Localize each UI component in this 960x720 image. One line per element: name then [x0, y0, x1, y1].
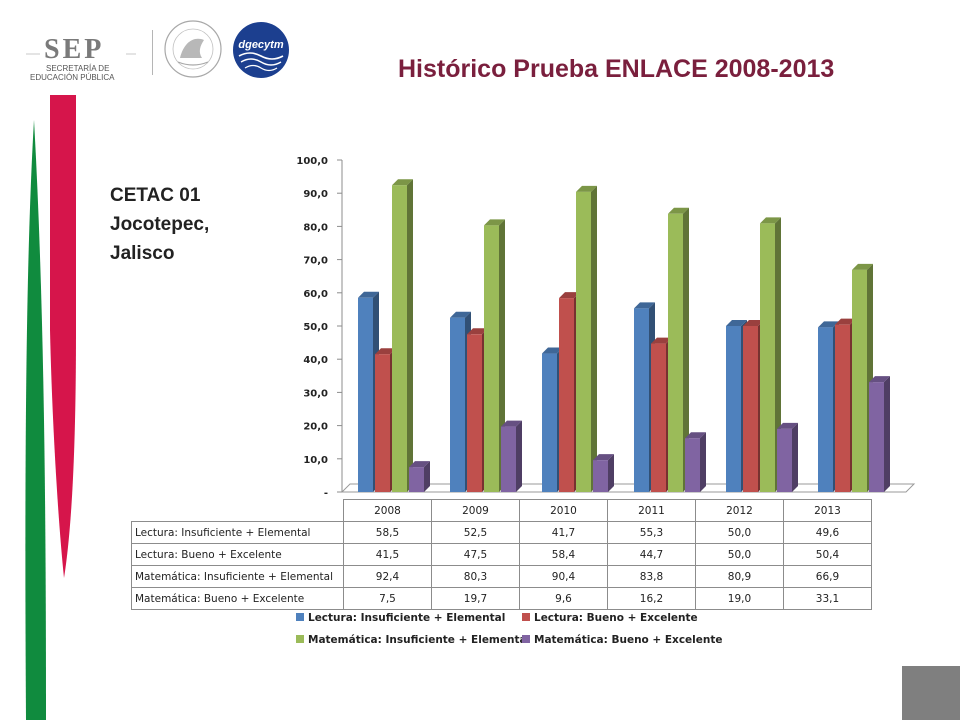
data-table-cell: 55,3 — [607, 521, 696, 544]
y-tick-label: 10,0 — [303, 455, 328, 466]
data-table-cell: 49,6 — [783, 521, 872, 544]
bar — [484, 219, 505, 492]
coat-of-arms-seal — [164, 20, 222, 78]
legend-item: Lectura: Insuficiente + Elemental — [296, 612, 505, 624]
bar — [760, 217, 781, 493]
legend-label: Matemática: Insuficiente + Elemental — [308, 634, 531, 646]
data-table-row-label: Matemática: Bueno + Excelente — [131, 587, 344, 610]
data-table-cell: 52,5 — [431, 521, 520, 544]
sep-subtitle-line1: SECRETARÍA DE — [46, 64, 110, 73]
y-tick-label: 30,0 — [303, 388, 328, 399]
y-tick-label: 40,0 — [303, 355, 328, 366]
data-table-cell: 7,5 — [343, 587, 432, 610]
data-table-year: 2009 — [431, 499, 520, 522]
data-table-cell: 19,7 — [431, 587, 520, 610]
bar — [869, 376, 890, 492]
data-table-year: 2012 — [695, 499, 784, 522]
y-tick-label: 70,0 — [303, 256, 328, 267]
y-tick-label: 100,0 — [296, 156, 328, 167]
dgecytm-logo-text: dgecytm — [238, 39, 283, 51]
data-table-cell: 80,9 — [695, 565, 784, 588]
data-table-cell: 33,1 — [783, 587, 872, 610]
data-table-cell: 9,6 — [519, 587, 608, 610]
data-table-cell: 83,8 — [607, 565, 696, 588]
bar — [685, 432, 706, 492]
legend-label: Lectura: Bueno + Excelente — [534, 612, 698, 624]
y-tick-label: 20,0 — [303, 422, 328, 433]
data-table-cell: 58,5 — [343, 521, 432, 544]
legend-item: Matemática: Insuficiente + Elemental — [296, 634, 530, 646]
bar — [392, 179, 413, 492]
data-table-row-label: Matemática: Insuficiente + Elemental — [131, 565, 344, 588]
legend-item: Lectura: Bueno + Excelente — [522, 612, 698, 624]
data-table-row: Lectura: Insuficiente + Elemental 58,5 5… — [131, 521, 872, 544]
data-table-cell: 41,7 — [519, 521, 608, 544]
legend-item: Matemática: Bueno + Excelente — [522, 634, 723, 646]
data-table-header-row: 2008 2009 2010 2011 2012 2013 — [132, 499, 872, 522]
legend-swatch — [296, 613, 304, 621]
school-name: CETAC 01 Jocotepec, Jalisco — [110, 181, 209, 268]
legend-label: Matemática: Bueno + Excelente — [534, 634, 723, 646]
y-tick-label: 60,0 — [303, 289, 328, 300]
school-line-1: CETAC 01 — [110, 185, 201, 206]
sep-subtitle-line2: EDUCACIÓN PÚBLICA — [30, 73, 115, 82]
legend-swatch — [522, 635, 530, 643]
legend-swatch — [522, 613, 530, 621]
data-table-cell: 41,5 — [343, 543, 432, 566]
data-table-cell: 92,4 — [343, 565, 432, 588]
green-stripe — [25, 120, 46, 720]
data-table-year: 2010 — [519, 499, 608, 522]
bar — [668, 207, 689, 492]
bar — [409, 461, 430, 492]
data-table-cell: 90,4 — [519, 565, 608, 588]
data-table-row-label: Lectura: Insuficiente + Elemental — [131, 521, 344, 544]
data-table-cell: 50,0 — [695, 521, 784, 544]
data-table-year: 2011 — [607, 499, 696, 522]
data-table-cell: 47,5 — [431, 543, 520, 566]
data-table-cell: 66,9 — [783, 565, 872, 588]
bar-chart: - 10,0 20,0 30,0 40,0 50,0 60,0 70,0 80,0 90,0 100… — [296, 156, 916, 499]
dgecytm-logo: dgecytm — [233, 22, 289, 78]
chart-data-table: 2008 2009 2010 2011 2012 2013 Lectura: I… — [131, 499, 872, 610]
legend-label: Lectura: Insuficiente + Elemental — [308, 612, 506, 624]
y-tick-label: - — [324, 488, 328, 499]
data-table-cell: 44,7 — [607, 543, 696, 566]
data-table-row-label: Lectura: Bueno + Excelente — [131, 543, 344, 566]
school-line-2: Jocotepec, — [110, 214, 210, 235]
red-stripe — [50, 95, 76, 578]
y-tick-label: 50,0 — [303, 322, 328, 333]
data-table-cell: 80,3 — [431, 565, 520, 588]
legend-swatch — [296, 635, 304, 643]
data-table-corner — [132, 500, 344, 522]
page-title: Histórico Prueba ENLACE 2008-2013 — [398, 55, 835, 83]
data-table-cell: 50,4 — [783, 543, 872, 566]
y-tick-label: 80,0 — [303, 222, 328, 233]
data-table-cell: 58,4 — [519, 543, 608, 566]
bar — [501, 420, 522, 492]
bar — [777, 422, 798, 492]
data-table-year: 2008 — [343, 499, 432, 522]
sep-logo: SEP — [44, 34, 105, 65]
data-table-year: 2013 — [783, 499, 872, 522]
data-table-row: Lectura: Bueno + Excelente 41,5 47,5 58,… — [131, 543, 872, 566]
corner-block — [902, 666, 960, 720]
y-tick-label: 90,0 — [303, 189, 328, 200]
data-table-row: Matemática: Bueno + Excelente 7,5 19,7 9… — [131, 587, 872, 610]
bar — [576, 185, 597, 492]
data-table-cell: 16,2 — [607, 587, 696, 610]
side-stripes — [25, 95, 76, 720]
school-line-3: Jalisco — [110, 243, 175, 264]
sep-logo-lines — [26, 53, 136, 55]
bar — [593, 454, 614, 492]
header-divider — [152, 30, 153, 75]
data-table-row: Matemática: Insuficiente + Elemental 92,… — [131, 565, 872, 588]
data-table-cell: 19,0 — [695, 587, 784, 610]
data-table-cell: 50,0 — [695, 543, 784, 566]
